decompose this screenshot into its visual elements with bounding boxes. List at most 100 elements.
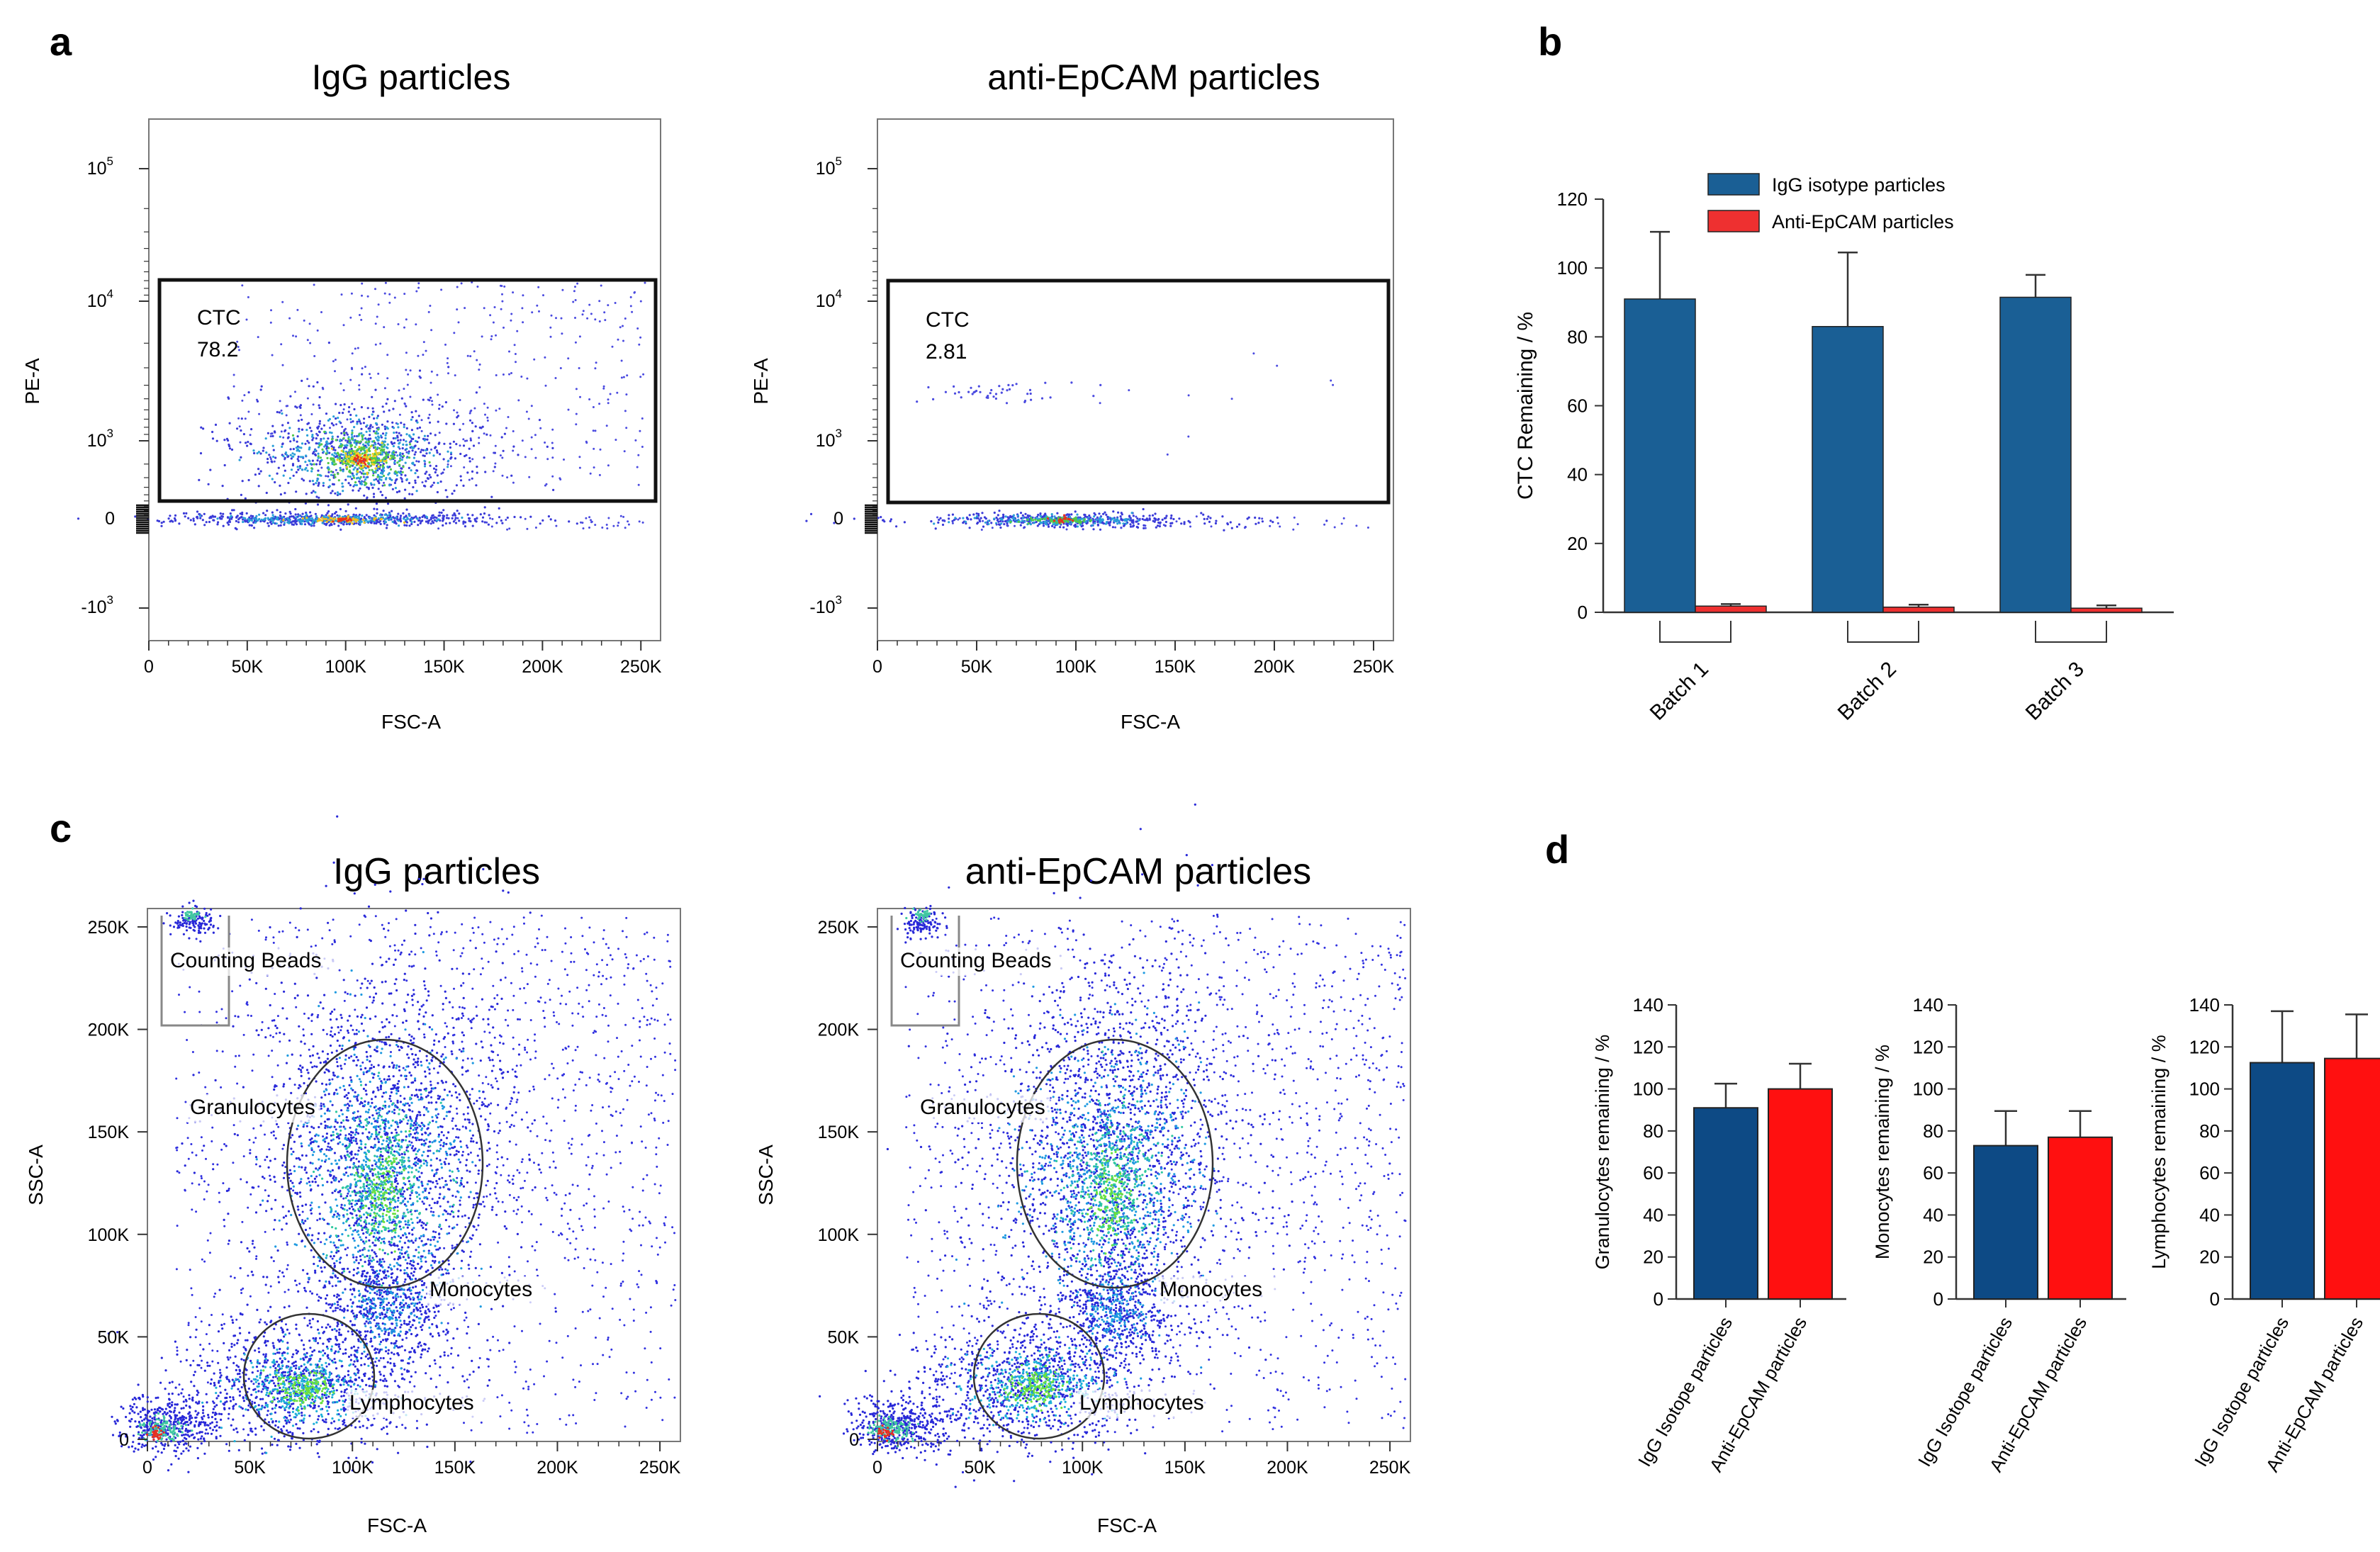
event-dot <box>264 437 267 440</box>
event-dot <box>607 1337 610 1339</box>
event-dot <box>400 480 404 483</box>
event-dot <box>641 1189 644 1192</box>
event-dot <box>542 1010 545 1012</box>
event-dot <box>376 417 378 420</box>
event-dot <box>422 449 425 451</box>
event-dot <box>309 511 312 514</box>
event-dot <box>391 442 394 445</box>
event-dot <box>1120 527 1123 529</box>
event-dot <box>1099 402 1101 405</box>
event-dot <box>447 366 450 369</box>
event-dot <box>573 1257 576 1260</box>
event-dot <box>430 448 432 451</box>
event-dot <box>222 512 225 515</box>
event-dot <box>247 1274 249 1277</box>
event-dot <box>596 1363 599 1366</box>
event-dot <box>273 460 276 463</box>
event-dot <box>610 1348 613 1351</box>
event-dot <box>259 388 262 391</box>
event-dot <box>486 406 489 409</box>
event-dot <box>271 434 274 437</box>
event-dot <box>376 476 379 478</box>
event-dot <box>510 1409 513 1412</box>
event-dot <box>335 1050 338 1052</box>
event-dot <box>600 983 602 986</box>
event-dot <box>203 524 206 527</box>
event-dot <box>201 1258 203 1261</box>
event-dot <box>369 429 371 432</box>
event-dot <box>306 378 309 381</box>
event-dot <box>481 1081 484 1084</box>
event-dot <box>439 453 442 456</box>
event-dot <box>280 343 283 346</box>
event-dot <box>1099 528 1102 531</box>
event-dot <box>451 1244 454 1247</box>
event-dot <box>349 316 352 319</box>
event-dot <box>623 1069 626 1072</box>
event-dot <box>356 979 359 982</box>
event-dot <box>607 1338 610 1341</box>
event-dot <box>1070 513 1073 516</box>
event-dot <box>403 1281 406 1283</box>
event-dot <box>1146 519 1149 522</box>
event-dot <box>495 409 498 412</box>
event-dot <box>279 1040 281 1043</box>
event-dot <box>311 439 314 442</box>
x-tick-label: 0 <box>872 657 882 677</box>
event-dot <box>489 1349 492 1351</box>
event-dot <box>350 292 353 295</box>
event-dot <box>300 1071 303 1074</box>
event-dot <box>235 1055 237 1057</box>
event-dot <box>1044 381 1047 384</box>
event-dot <box>485 1195 488 1198</box>
event-dot <box>598 320 601 322</box>
event-dot <box>546 935 549 938</box>
event-dot <box>270 519 273 522</box>
event-dot <box>471 1088 473 1091</box>
event-dot <box>655 1153 658 1156</box>
event-dot <box>468 1346 471 1349</box>
event-dot <box>397 439 400 442</box>
event-dot <box>245 512 248 515</box>
event-dot <box>400 454 403 458</box>
event-dot <box>328 929 331 932</box>
event-dot <box>674 1299 677 1301</box>
event-dot <box>344 510 347 512</box>
event-dot <box>377 435 380 438</box>
event-dot <box>464 439 466 442</box>
event-dot <box>512 1036 515 1039</box>
event-dot <box>277 524 280 527</box>
event-dot <box>458 512 461 515</box>
event-dot <box>380 449 383 452</box>
event-dot <box>972 513 975 516</box>
event-dot <box>1076 520 1079 523</box>
event-dot <box>410 521 413 524</box>
event-dot <box>182 512 186 515</box>
event-dot <box>444 1268 447 1271</box>
event-dot <box>417 286 420 289</box>
event-dot <box>253 451 256 455</box>
event-dot <box>206 1190 208 1193</box>
event-dot <box>1342 517 1345 519</box>
event-dot <box>494 462 497 465</box>
event-dot <box>624 1023 627 1026</box>
event-dot <box>212 1163 215 1166</box>
event-dot <box>944 390 947 393</box>
event-dot <box>364 481 366 484</box>
event-dot <box>369 454 371 457</box>
event-dot <box>650 1398 653 1401</box>
event-dot <box>477 1224 480 1227</box>
event-dot <box>594 318 597 321</box>
event-dot <box>454 931 456 934</box>
event-dot <box>279 1270 281 1272</box>
event-dot <box>549 1166 551 1169</box>
event-dot <box>1178 517 1181 520</box>
event-dot <box>975 390 978 393</box>
event-dot <box>279 435 281 438</box>
event-dot <box>529 515 532 518</box>
event-dot <box>607 947 610 950</box>
event-dot <box>455 1107 458 1110</box>
event-dot <box>476 359 478 361</box>
plot-title: anti-EpCAM particles <box>987 57 1320 97</box>
event-dot <box>275 522 278 525</box>
